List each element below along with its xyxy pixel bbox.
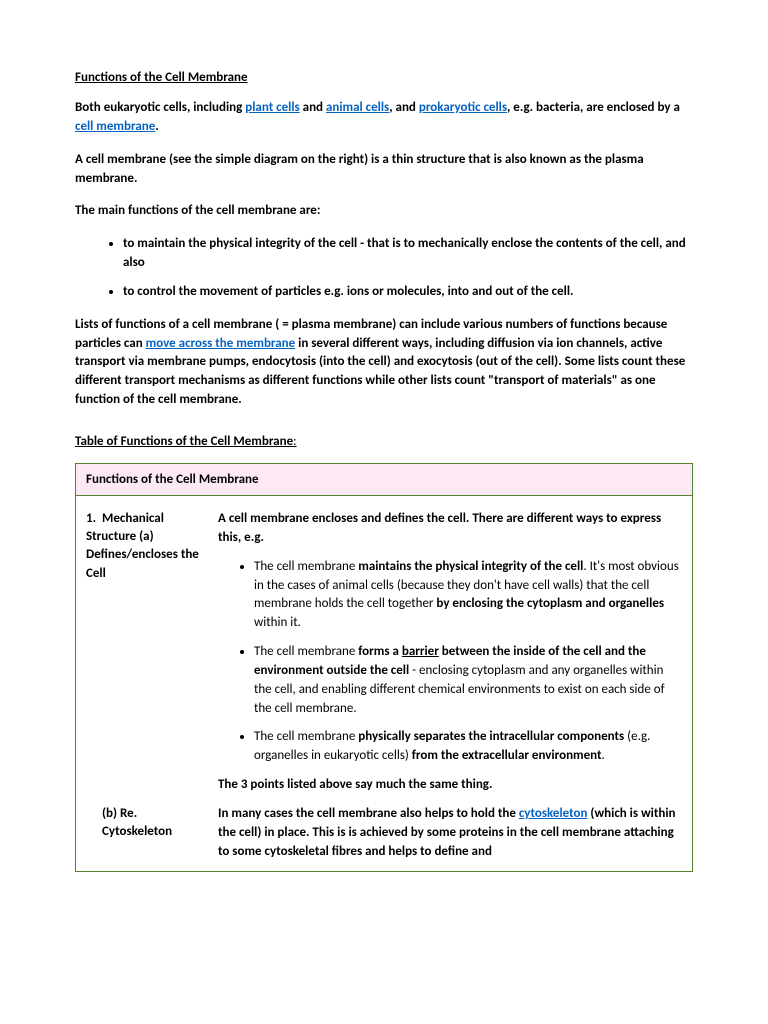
text: forms a: [358, 644, 402, 659]
list-item: The cell membrane maintains the physical…: [254, 558, 682, 633]
row-content: A cell membrane encloses and defines the…: [218, 510, 682, 795]
list-item: to control the movement of particles e.g…: [123, 283, 693, 302]
intro-paragraph-2: A cell membrane (see the simple diagram …: [75, 151, 693, 189]
text: The cell membrane: [254, 559, 358, 574]
text: The cell membrane: [254, 729, 358, 744]
text: by enclosing the cytoplasm and organelle…: [436, 596, 664, 611]
row-outro: The 3 points listed above say much the s…: [218, 776, 682, 795]
text: .: [155, 119, 158, 134]
text: within it.: [254, 615, 301, 630]
cytoskeleton-link[interactable]: cytoskeleton: [519, 806, 588, 821]
list-item: to maintain the physical integrity of th…: [123, 235, 693, 273]
plant-cells-link[interactable]: plant cells: [245, 100, 299, 115]
main-functions-list: to maintain the physical integrity of th…: [75, 235, 693, 302]
row-title: (b) Re. Cytoskeleton: [102, 806, 172, 839]
inner-list: The cell membrane maintains the physical…: [218, 558, 682, 766]
text: Both eukaryotic cells, including: [75, 100, 245, 115]
intro-paragraph-3: The main functions of the cell membrane …: [75, 202, 693, 221]
prokaryotic-cells-link[interactable]: prokaryotic cells: [419, 100, 507, 115]
text: In many cases the cell membrane also hel…: [218, 806, 519, 821]
functions-table: Functions of the Cell Membrane 1.Mechani…: [75, 463, 693, 873]
text: , e.g. bacteria, are enclosed by a: [507, 100, 680, 115]
text: The cell membrane: [254, 644, 358, 659]
page-title: Functions of the Cell Membrane: [75, 70, 693, 85]
row-number: 1.: [86, 510, 102, 528]
row-intro: A cell membrane encloses and defines the…: [218, 510, 682, 548]
list-item: The cell membrane forms a barrier betwee…: [254, 643, 682, 718]
table-row: 1.Mechanical Structure (a) Defines/enclo…: [86, 510, 682, 795]
animal-cells-link[interactable]: animal cells: [326, 100, 389, 115]
text: and: [300, 100, 326, 115]
text: from the extracellular environment: [412, 748, 602, 763]
table-header: Functions of the Cell Membrane: [76, 464, 692, 496]
table-body: 1.Mechanical Structure (a) Defines/enclo…: [76, 496, 692, 872]
cell-membrane-link[interactable]: cell membrane: [75, 119, 155, 134]
intro-paragraph-4: Lists of functions of a cell membrane ( …: [75, 316, 693, 410]
row-content: In many cases the cell membrane also hel…: [218, 805, 682, 862]
move-across-membrane-link[interactable]: move across the membrane: [146, 336, 296, 351]
list-item: The cell membrane physically separates t…: [254, 728, 682, 766]
intro-paragraph-1: Both eukaryotic cells, including plant c…: [75, 99, 693, 137]
table-heading: Table of Functions of the Cell Membrane:: [75, 434, 693, 449]
row-title: Mechanical Structure (a) Defines/enclose…: [86, 511, 199, 581]
table-row: (b) Re. Cytoskeleton In many cases the c…: [86, 805, 682, 862]
text: , and: [389, 100, 419, 115]
row-label: (b) Re. Cytoskeleton: [86, 805, 204, 862]
barrier-text: barrier: [402, 644, 439, 659]
text: .: [602, 748, 605, 763]
text: physically separates the intracellular c…: [358, 729, 624, 744]
text: maintains the physical integrity of the …: [358, 559, 583, 574]
row-label: 1.Mechanical Structure (a) Defines/enclo…: [86, 510, 204, 795]
